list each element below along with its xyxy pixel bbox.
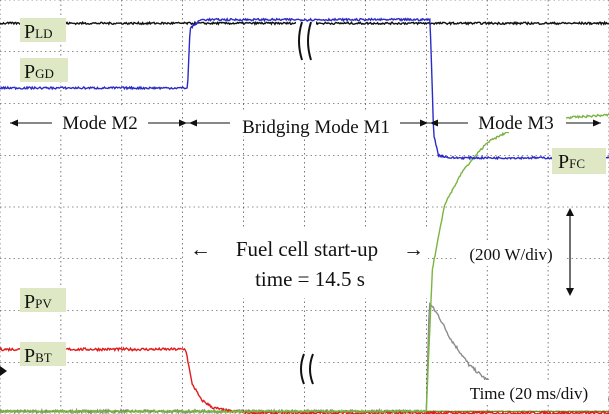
label-pbt: PBT [20, 342, 66, 367]
mode-arrowhead-m1-right [420, 119, 428, 127]
mode-label-m1: Bridging Mode M1 [242, 117, 390, 138]
mode-arrowhead-m2-right [179, 119, 187, 127]
mode-arrowhead-left [10, 119, 18, 127]
mode-label-m3: Mode M3 [478, 113, 553, 134]
label-ppv: PPV [20, 288, 66, 313]
startup-line-2: time = 14.5 s [255, 267, 365, 291]
svg-text:PBT: PBT [24, 345, 52, 367]
zero-reference-marker [0, 366, 7, 376]
break-symbol-bottom [298, 352, 318, 386]
startup-line-1: Fuel cell start-up [236, 237, 378, 261]
time-scale-label: Time (20 ms/div) [470, 384, 588, 403]
mode-label-m2: Mode M2 [62, 113, 137, 134]
svg-text:PLD: PLD [24, 21, 52, 43]
annotations: Mode M2 Bridging Mode M1 Mode M3 ← Fuel … [0, 18, 608, 404]
mode-arrowhead-m3-left [430, 119, 438, 127]
svg-text:PFC: PFC [558, 151, 585, 173]
y-scale-label: (200 W/div) [469, 245, 552, 264]
y-scale-arrow-up [566, 208, 574, 216]
trace-pgd [0, 17, 609, 161]
svg-text:PPV: PPV [24, 291, 52, 313]
startup-arrow-left: ← [190, 237, 211, 261]
trace-pfc [0, 113, 609, 414]
break-symbol-top [296, 21, 316, 61]
label-pld: PLD [20, 18, 66, 43]
y-scale-arrow-down [566, 288, 574, 296]
label-pfc: PFC [552, 148, 606, 174]
startup-arrow-right: → [403, 237, 424, 261]
mode-arrowhead-right [593, 119, 601, 127]
mode-arrowhead-m1-left [189, 119, 197, 127]
svg-text:PGD: PGD [24, 61, 54, 83]
label-pgd: PGD [20, 58, 68, 83]
